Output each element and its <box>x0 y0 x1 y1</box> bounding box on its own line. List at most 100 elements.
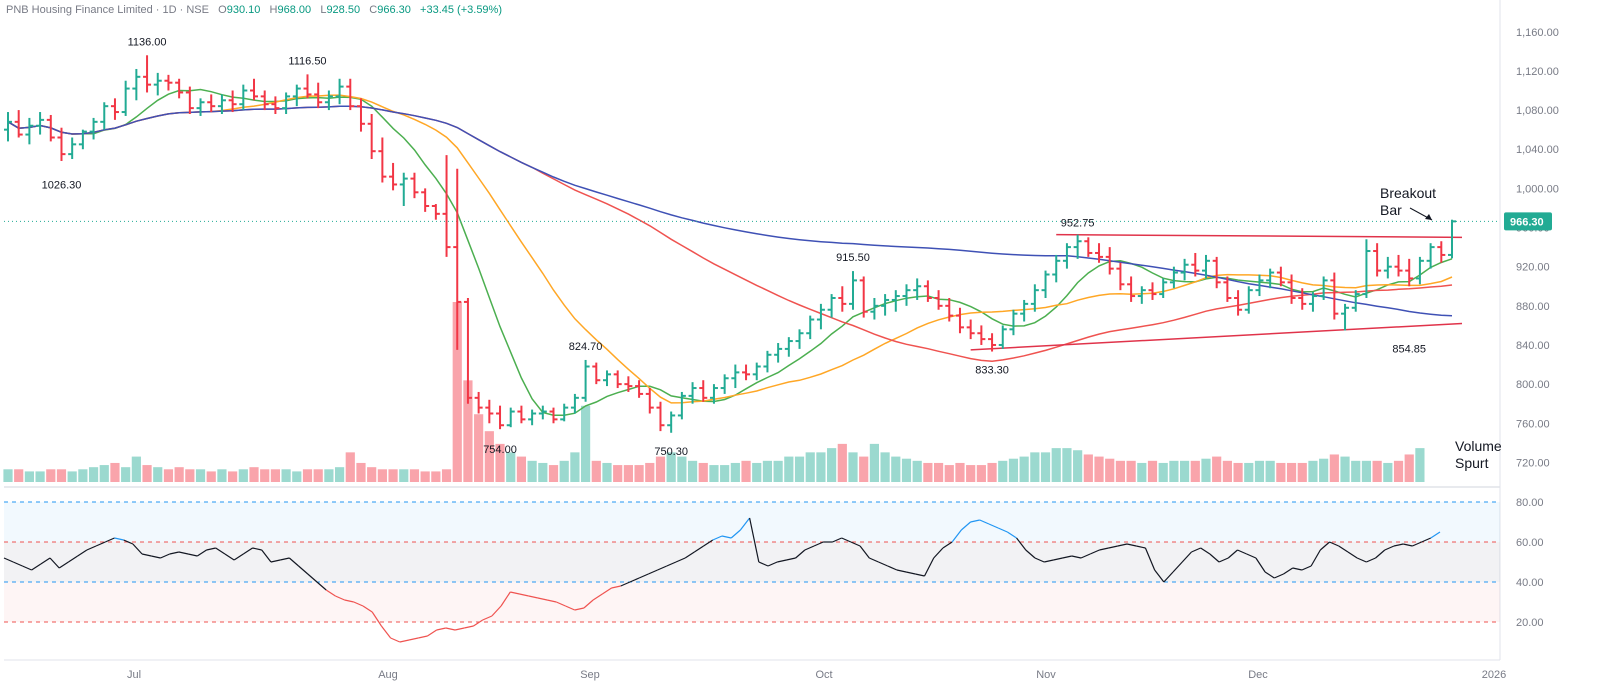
ma-fast-line <box>7 88 1453 416</box>
rsi-segment <box>344 599 354 603</box>
ohlc-bar <box>699 380 708 402</box>
volume-callout-line1: Volume <box>1455 438 1502 454</box>
volume-bar <box>1019 456 1029 482</box>
rsi-segment <box>1430 531 1441 539</box>
price-tick-label: 720.00 <box>1516 457 1550 469</box>
rsi-segment <box>224 553 235 561</box>
ohlc-bar <box>474 391 483 414</box>
price-tick-label: 1,080.00 <box>1516 105 1559 117</box>
ohlc-bar <box>421 188 430 212</box>
pivot-label: 833.30 <box>975 365 1009 377</box>
ohlc-bar <box>1169 266 1178 289</box>
price-tick-label: 800.00 <box>1516 379 1550 391</box>
ohlc-bar <box>1319 276 1328 300</box>
volume-bar <box>1393 460 1404 482</box>
ohlc-bar <box>1020 299 1029 322</box>
rsi-segment <box>970 519 980 523</box>
rsi-segment <box>1154 569 1165 583</box>
rsi-segment <box>510 591 520 595</box>
volume-bar <box>78 469 88 482</box>
rsi-segment <box>1375 549 1386 559</box>
ohlc-bar <box>4 112 12 142</box>
ohlc-bar <box>1116 262 1125 291</box>
volume-bar <box>1329 454 1339 482</box>
ohlc-bar <box>303 74 312 99</box>
rsi-segment <box>31 563 42 571</box>
rsi-segment <box>1366 557 1376 563</box>
ohlc-bar <box>164 74 173 91</box>
rsi-segment <box>1117 543 1128 547</box>
rsi-segment <box>335 595 345 601</box>
volume-bar <box>281 469 291 482</box>
volume-bar <box>741 460 751 482</box>
rsi-segment <box>491 605 502 617</box>
rsi-segment <box>390 637 401 643</box>
ohlc-bar <box>271 96 280 114</box>
rsi-segment <box>160 553 170 559</box>
rsi-segment <box>77 549 88 557</box>
volume-bar <box>99 465 109 482</box>
ohlc-bar <box>175 78 184 99</box>
rsi-segment <box>915 573 925 577</box>
rsi-segment <box>546 599 557 603</box>
volume-bar <box>367 467 377 482</box>
rsi-segment <box>353 601 364 607</box>
ohlc-bar <box>324 90 333 111</box>
volume-bar <box>998 460 1008 482</box>
volume-bar <box>880 452 890 482</box>
volume-bar <box>752 462 762 482</box>
rsi-segment <box>1292 567 1303 571</box>
price-tick-label: 1,120.00 <box>1516 66 1559 78</box>
ohlc-bar <box>677 391 686 420</box>
close-label: C <box>369 4 378 16</box>
ohlc-bar <box>570 393 579 414</box>
pivot-label: 750.30 <box>654 446 688 458</box>
volume-bar <box>495 443 505 482</box>
rsi-tick-label: 40.00 <box>1516 577 1544 589</box>
rsi-segment <box>841 537 852 543</box>
ohlc-bar <box>1373 243 1382 277</box>
rsi-segment <box>280 557 290 561</box>
rsi-segment <box>325 589 336 597</box>
rsi-segment <box>1393 543 1404 547</box>
rsi-segment <box>206 547 216 551</box>
rsi-segment <box>1200 547 1211 555</box>
volume-bar <box>1372 460 1382 482</box>
rsi-overbought-zone <box>4 502 1500 542</box>
ohlc-bar <box>806 315 815 340</box>
rsi-segment <box>703 539 714 547</box>
rsi-segment <box>657 565 668 571</box>
volume-bars <box>3 302 1425 482</box>
time-tick-label: 2026 <box>1482 669 1506 681</box>
volume-bar <box>217 469 227 482</box>
volume-bar <box>1222 460 1232 482</box>
rsi-segment <box>1099 547 1109 551</box>
rsi-segment <box>666 561 677 567</box>
change-value: +33.45 (+3.59%) <box>420 4 502 16</box>
ohlc-bars <box>4 55 1456 433</box>
rsi-segment <box>445 627 456 631</box>
volume-bar <box>110 462 120 482</box>
volume-bar <box>1179 460 1190 482</box>
volume-bar <box>1244 462 1254 482</box>
rsi-segment <box>739 517 751 531</box>
ohlc-bar <box>1383 256 1392 279</box>
volume-bar <box>912 460 922 482</box>
rsi-segment <box>132 543 143 555</box>
ohlc-bar <box>57 127 66 161</box>
ohlc-bar <box>1052 254 1061 283</box>
rsi-segment <box>997 527 1008 533</box>
rsi-segment <box>620 581 631 587</box>
rsi-segment <box>1403 543 1413 547</box>
ohlc-bar <box>977 325 986 345</box>
rsi-tick-label: 20.00 <box>1516 617 1544 629</box>
volume-bar <box>538 462 548 482</box>
rsi-segment <box>1163 571 1174 583</box>
rsi-segment <box>1144 547 1156 571</box>
ohlc-bar <box>859 276 868 318</box>
ohlc-bar <box>410 172 419 199</box>
ohlc-bar <box>560 403 569 422</box>
ohlc-bar <box>132 68 141 101</box>
volume-bar <box>966 465 976 482</box>
